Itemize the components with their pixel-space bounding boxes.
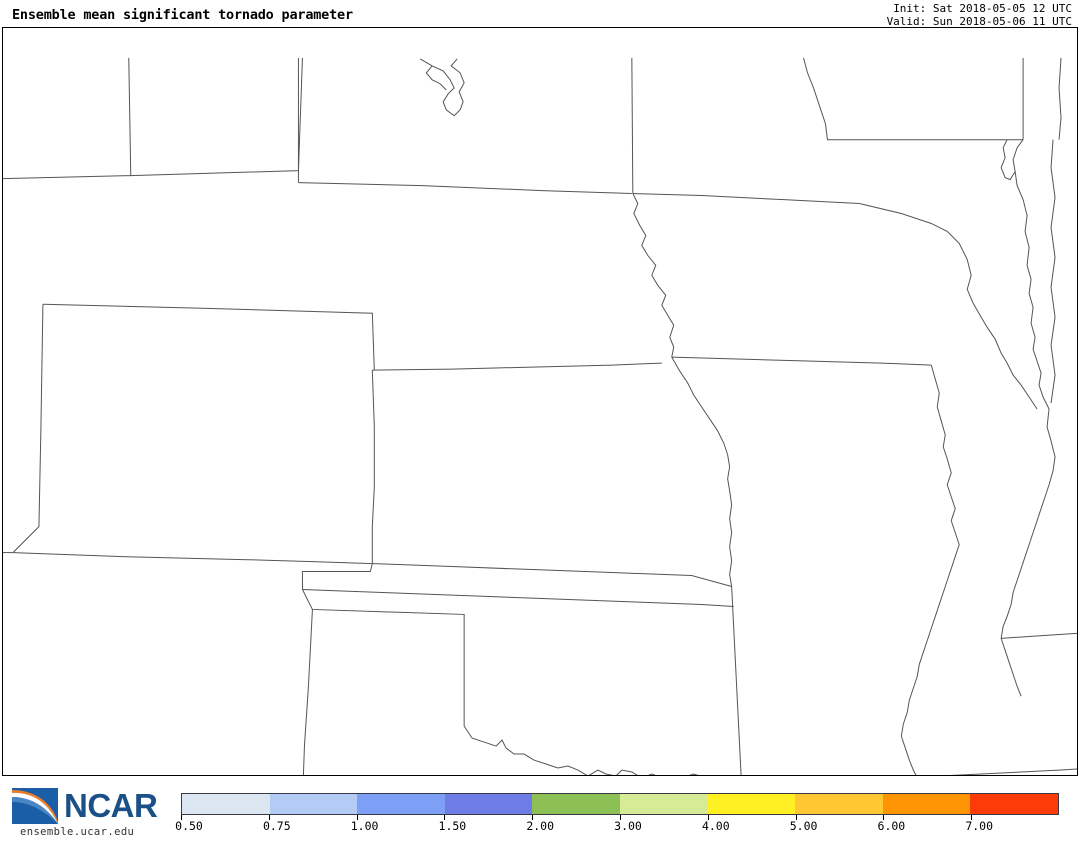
colorbar-tick-label: 0.50 <box>175 819 203 833</box>
colorbar-swatch-0 <box>182 794 270 814</box>
state-boundaries-map <box>3 28 1077 775</box>
colorbar-tick-mark <box>356 815 358 820</box>
colorbar-tick-label: 6.00 <box>877 819 906 833</box>
colorbar-tick-label: 7.00 <box>965 819 994 833</box>
colorbar-swatch-4 <box>532 794 620 814</box>
valid-time-label: Valid: Sun 2018-05-06 11 UTC <box>886 15 1072 28</box>
colorbar-tick-label: 2.00 <box>526 819 555 833</box>
colorbar-tick-mark <box>620 815 621 820</box>
colorbar-tick-mark <box>444 815 446 820</box>
state-border-lines <box>3 58 1077 775</box>
init-time-label: Init: Sat 2018-05-05 12 UTC <box>893 2 1072 15</box>
colorbar-swatch-7 <box>795 794 883 814</box>
colorbar-tick-mark <box>883 815 885 820</box>
colorbar-swatch-6 <box>707 794 796 814</box>
ncar-logo: NCAR ensemble.ucar.edu <box>6 787 171 838</box>
colorbar-swatch-8 <box>882 794 971 814</box>
colorbar-swatch-1 <box>269 794 358 814</box>
colorbar-swatch-9 <box>970 794 1058 814</box>
colorbar-tick-label: 0.75 <box>262 819 291 833</box>
page-title: Ensemble mean significant tornado parame… <box>12 7 353 23</box>
colorbar-swatches[interactable] <box>181 793 1059 815</box>
colorbar-tick-mark <box>181 815 182 820</box>
colorbar-tick-mark <box>268 815 270 820</box>
map-panel[interactable] <box>2 27 1078 776</box>
colorbar-tick-mark <box>795 815 797 820</box>
colorbar-tick-mark <box>532 815 534 820</box>
ncar-logo-mark-icon <box>12 788 62 824</box>
ncar-wordmark: NCAR <box>64 787 158 824</box>
colorbar-tick-label: 3.00 <box>614 819 642 833</box>
forecast-time-block: Init: Sat 2018-05-05 12 UTC Valid: Sun 2… <box>887 2 1072 28</box>
colorbar-tick-label: 5.00 <box>789 819 818 833</box>
colorbar-swatch-5 <box>619 794 708 814</box>
colorbar-swatch-2 <box>357 794 445 814</box>
colorbar-tick-label: 1.50 <box>438 819 467 833</box>
ncar-url-label: ensemble.ucar.edu <box>20 826 135 838</box>
colorbar-ticks: 0.50 0.75 1.00 1.50 2.00 3.00 4.00 5.00 6.00 7.00 <box>175 815 1059 835</box>
colorbar[interactable]: 0.50 0.75 1.00 1.50 2.00 3.00 4.00 5.00 6.00 7.00 <box>175 793 1059 833</box>
colorbar-tick-label: 4.00 <box>701 819 730 833</box>
colorbar-swatch-3 <box>444 794 533 814</box>
colorbar-tick-label: 1.00 <box>350 819 379 833</box>
colorbar-tick-mark <box>707 815 709 820</box>
colorbar-tick-mark <box>971 815 973 820</box>
